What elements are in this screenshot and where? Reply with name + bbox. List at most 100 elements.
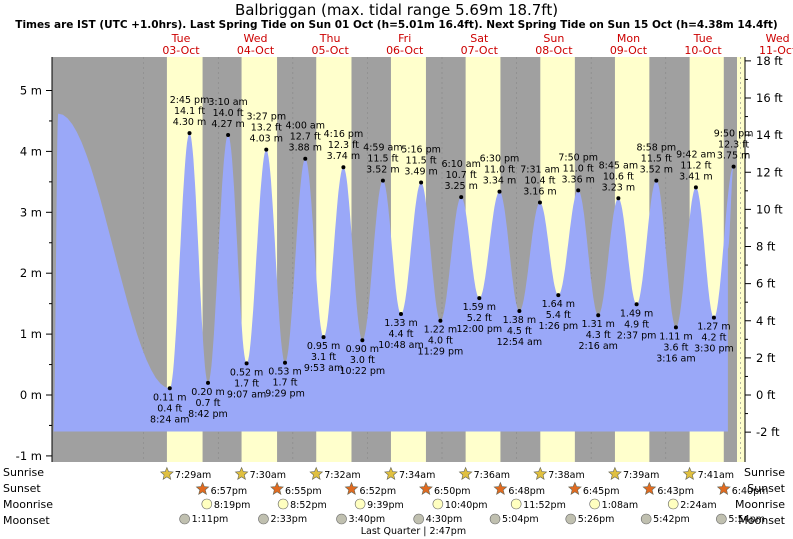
tide-m-label: 1.38 m — [503, 315, 536, 326]
tide-ft-label: 4.9 ft — [624, 319, 649, 330]
tide-ft-label: 11.0 ft — [563, 163, 594, 174]
moonset-time: 5:42pm — [653, 514, 690, 525]
tide-ft-label: 12.3 ft — [718, 140, 749, 151]
sunrise-icon — [309, 466, 324, 480]
tide-point — [398, 312, 403, 317]
day-date-label: 07-Oct — [461, 44, 499, 57]
sunset-time: 6:50pm — [434, 486, 471, 497]
moonrise-icon — [667, 498, 679, 510]
sunrise-time: 7:29am — [175, 470, 211, 481]
moonrise-time: 8:52pm — [290, 500, 327, 511]
tide-time-label: 4:16 pm — [324, 129, 364, 140]
tide-ft-label: 1.7 ft — [234, 378, 259, 389]
sunrise-icon — [608, 466, 622, 480]
tide-time-label: 10:48 am — [378, 340, 423, 351]
tide-point — [438, 318, 443, 323]
moonset-icon — [336, 513, 347, 525]
tide-time-label: 12:00 pm — [456, 324, 502, 335]
tide-time-label: 6:10 am — [441, 159, 480, 170]
tide-point — [341, 165, 346, 170]
moonrise-time: 9:39pm — [367, 500, 404, 511]
tide-point — [380, 178, 385, 183]
tide-time-label: 3:27 pm — [246, 112, 286, 123]
moonrise-time: 1:08am — [602, 500, 638, 511]
tide-m-label: 1.33 m — [384, 318, 417, 329]
sunset-icon — [567, 481, 582, 495]
tide-ft-label: 14.1 ft — [174, 106, 205, 117]
tide-point — [360, 338, 365, 343]
tide-point — [187, 131, 192, 136]
tide-m-label: 1.22 m — [424, 325, 457, 336]
chart-subtitle: Times are IST (UTC +1.0hrs). Last Spring… — [15, 19, 778, 31]
tide-m-label: 3.23 m — [602, 182, 635, 193]
moonset-icon — [489, 513, 501, 525]
moonset-time: 5:04pm — [502, 514, 539, 525]
moonrise-icon — [510, 498, 522, 510]
tide-ft-label: 0.7 ft — [195, 398, 220, 409]
tide-point — [616, 196, 621, 201]
tide-ft-label: 4.0 ft — [428, 336, 453, 347]
tide-point — [517, 308, 522, 313]
sunrise-time: 7:32am — [324, 470, 360, 481]
tide-point — [244, 361, 249, 366]
moonset-row-label-right: Moonset — [738, 514, 785, 527]
tide-m-label: 0.95 m — [307, 341, 340, 352]
tide-time-label: 7:50 pm — [558, 152, 598, 163]
moonset-time: 1:11pm — [192, 514, 229, 525]
right-tick-label: 10 ft — [756, 202, 783, 216]
tide-m-label: 1.59 m — [463, 302, 496, 313]
moonset-icon — [716, 513, 727, 525]
right-tick-label: 8 ft — [756, 240, 776, 254]
left-tick-label: 1 m — [20, 327, 42, 341]
left-tick-label: 0 m — [20, 388, 42, 402]
tide-ft-label: 3.1 ft — [311, 352, 336, 363]
tide-point — [419, 180, 424, 185]
tide-time-label: 2:16 am — [579, 341, 618, 352]
tide-ft-label: 5.2 ft — [467, 313, 492, 324]
tide-point — [167, 386, 172, 391]
tide-time-label: 3:16 am — [656, 353, 695, 364]
tide-m-label: 3.74 m — [327, 151, 360, 162]
tide-m-label: 1.49 m — [620, 308, 653, 319]
sunset-row-label-left: Sunset — [3, 482, 41, 495]
tide-point — [634, 302, 639, 307]
moonrise-time: 11:52pm — [523, 500, 566, 511]
tide-ft-label: 12.7 ft — [290, 132, 321, 143]
sunrise-time: 7:34am — [399, 470, 435, 481]
sunset-time: 6:40pm — [732, 486, 769, 497]
sunrise-icon — [234, 466, 249, 480]
sunset-time: 6:45pm — [583, 486, 620, 497]
tide-time-label: 9:29 pm — [265, 389, 305, 400]
tide-point — [283, 360, 288, 365]
sunset-icon — [270, 481, 284, 495]
sunrise-icon — [159, 466, 174, 480]
day-name-label: Thu — [319, 32, 341, 45]
tide-m-label: 1.11 m — [659, 331, 692, 342]
moon-phase-label: Last Quarter | 2:47pm — [361, 526, 466, 537]
tide-ft-label: 10.6 ft — [603, 171, 634, 182]
tide-ft-label: 0.4 ft — [157, 403, 182, 414]
moonrise-icon — [589, 498, 600, 510]
right-tick-label: 14 ft — [756, 128, 783, 142]
tide-ft-label: 4.4 ft — [388, 329, 413, 340]
tide-m-label: 0.20 m — [191, 387, 224, 398]
day-date-label: 06-Oct — [386, 44, 424, 57]
moonset-icon — [640, 513, 652, 525]
tide-point — [497, 189, 502, 194]
moonrise-time: 2:24am — [680, 500, 716, 511]
tide-m-label: 3.52 m — [640, 165, 673, 176]
tide-m-label: 3.36 m — [561, 174, 594, 185]
left-tick-label: 5 m — [20, 83, 42, 97]
tide-point — [459, 195, 464, 200]
tide-ft-label: 12.3 ft — [328, 140, 359, 151]
moonrise-icon — [201, 498, 213, 510]
tide-m-label: 1.64 m — [542, 299, 575, 310]
tide-ft-label: 11.5 ft — [406, 155, 437, 166]
tide-m-label: 1.27 m — [697, 322, 730, 333]
sunset-icon — [419, 481, 433, 495]
left-tick-label: 2 m — [20, 266, 42, 280]
tide-time-label: 3:10 am — [208, 97, 247, 108]
day-date-label: 05-Oct — [311, 44, 349, 57]
tide-ft-label: 10.7 ft — [446, 170, 477, 181]
tide-point — [321, 335, 326, 340]
